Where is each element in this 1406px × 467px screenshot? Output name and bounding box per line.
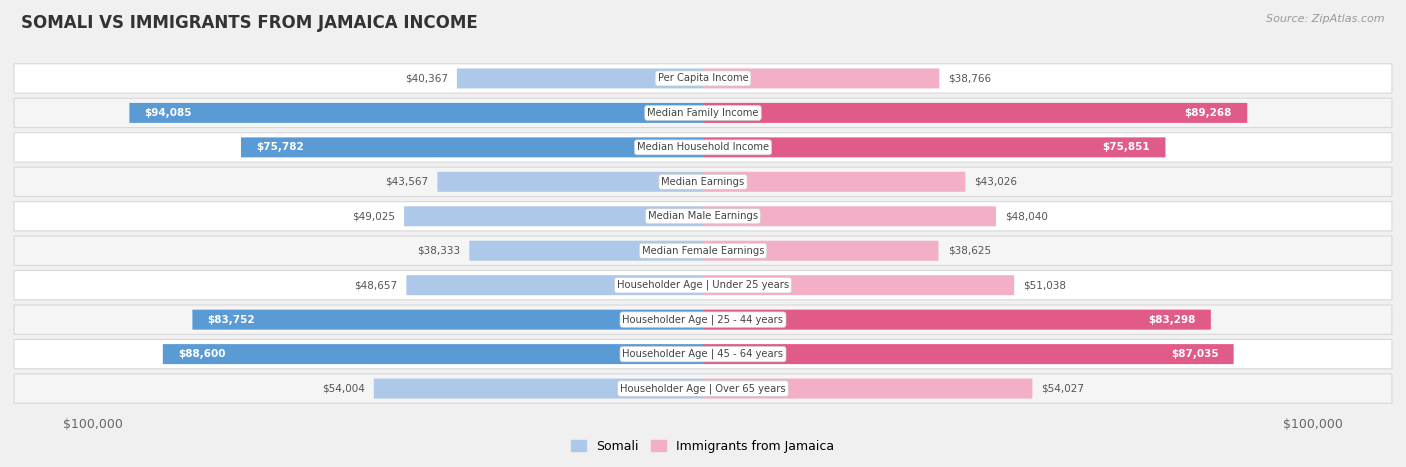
Text: $38,333: $38,333 bbox=[418, 246, 460, 256]
FancyBboxPatch shape bbox=[457, 69, 703, 88]
Text: $43,567: $43,567 bbox=[385, 177, 429, 187]
Text: $38,766: $38,766 bbox=[949, 73, 991, 84]
Text: $89,268: $89,268 bbox=[1185, 108, 1232, 118]
FancyBboxPatch shape bbox=[193, 310, 703, 330]
FancyBboxPatch shape bbox=[14, 64, 1392, 93]
FancyBboxPatch shape bbox=[163, 344, 703, 364]
FancyBboxPatch shape bbox=[703, 241, 938, 261]
Text: $87,035: $87,035 bbox=[1171, 349, 1219, 359]
FancyBboxPatch shape bbox=[703, 137, 1166, 157]
Text: $51,038: $51,038 bbox=[1024, 280, 1066, 290]
FancyBboxPatch shape bbox=[703, 275, 1014, 295]
Text: $48,040: $48,040 bbox=[1005, 211, 1047, 221]
Text: $75,851: $75,851 bbox=[1102, 142, 1150, 152]
FancyBboxPatch shape bbox=[703, 172, 966, 192]
FancyBboxPatch shape bbox=[404, 206, 703, 226]
Text: Householder Age | Over 65 years: Householder Age | Over 65 years bbox=[620, 383, 786, 394]
Text: SOMALI VS IMMIGRANTS FROM JAMAICA INCOME: SOMALI VS IMMIGRANTS FROM JAMAICA INCOME bbox=[21, 14, 478, 32]
FancyBboxPatch shape bbox=[703, 103, 1247, 123]
FancyBboxPatch shape bbox=[406, 275, 703, 295]
Text: Per Capita Income: Per Capita Income bbox=[658, 73, 748, 84]
Text: $40,367: $40,367 bbox=[405, 73, 447, 84]
FancyBboxPatch shape bbox=[437, 172, 703, 192]
FancyBboxPatch shape bbox=[703, 344, 1233, 364]
Text: Householder Age | 45 - 64 years: Householder Age | 45 - 64 years bbox=[623, 349, 783, 359]
Text: Median Family Income: Median Family Income bbox=[647, 108, 759, 118]
Text: $54,027: $54,027 bbox=[1042, 383, 1084, 394]
FancyBboxPatch shape bbox=[14, 305, 1392, 334]
Legend: Somali, Immigrants from Jamaica: Somali, Immigrants from Jamaica bbox=[567, 435, 839, 458]
Text: $54,004: $54,004 bbox=[322, 383, 364, 394]
FancyBboxPatch shape bbox=[14, 167, 1392, 197]
Text: $94,085: $94,085 bbox=[145, 108, 193, 118]
Text: $43,026: $43,026 bbox=[974, 177, 1018, 187]
Text: $38,625: $38,625 bbox=[948, 246, 991, 256]
FancyBboxPatch shape bbox=[703, 310, 1211, 330]
Text: Median Earnings: Median Earnings bbox=[661, 177, 745, 187]
FancyBboxPatch shape bbox=[14, 236, 1392, 265]
Text: Source: ZipAtlas.com: Source: ZipAtlas.com bbox=[1267, 14, 1385, 24]
FancyBboxPatch shape bbox=[703, 206, 995, 226]
Text: $88,600: $88,600 bbox=[179, 349, 225, 359]
FancyBboxPatch shape bbox=[14, 133, 1392, 162]
FancyBboxPatch shape bbox=[14, 98, 1392, 127]
Text: Householder Age | 25 - 44 years: Householder Age | 25 - 44 years bbox=[623, 314, 783, 325]
FancyBboxPatch shape bbox=[14, 202, 1392, 231]
Text: Median Male Earnings: Median Male Earnings bbox=[648, 211, 758, 221]
FancyBboxPatch shape bbox=[470, 241, 703, 261]
Text: Median Female Earnings: Median Female Earnings bbox=[641, 246, 765, 256]
Text: $48,657: $48,657 bbox=[354, 280, 398, 290]
Text: $49,025: $49,025 bbox=[352, 211, 395, 221]
FancyBboxPatch shape bbox=[374, 379, 703, 398]
Text: Median Household Income: Median Household Income bbox=[637, 142, 769, 152]
FancyBboxPatch shape bbox=[14, 270, 1392, 300]
FancyBboxPatch shape bbox=[240, 137, 703, 157]
FancyBboxPatch shape bbox=[703, 69, 939, 88]
FancyBboxPatch shape bbox=[14, 374, 1392, 403]
Text: Householder Age | Under 25 years: Householder Age | Under 25 years bbox=[617, 280, 789, 290]
FancyBboxPatch shape bbox=[129, 103, 703, 123]
FancyBboxPatch shape bbox=[703, 379, 1032, 398]
Text: $75,782: $75,782 bbox=[256, 142, 304, 152]
Text: $83,298: $83,298 bbox=[1149, 315, 1195, 325]
Text: $83,752: $83,752 bbox=[208, 315, 256, 325]
FancyBboxPatch shape bbox=[14, 340, 1392, 369]
